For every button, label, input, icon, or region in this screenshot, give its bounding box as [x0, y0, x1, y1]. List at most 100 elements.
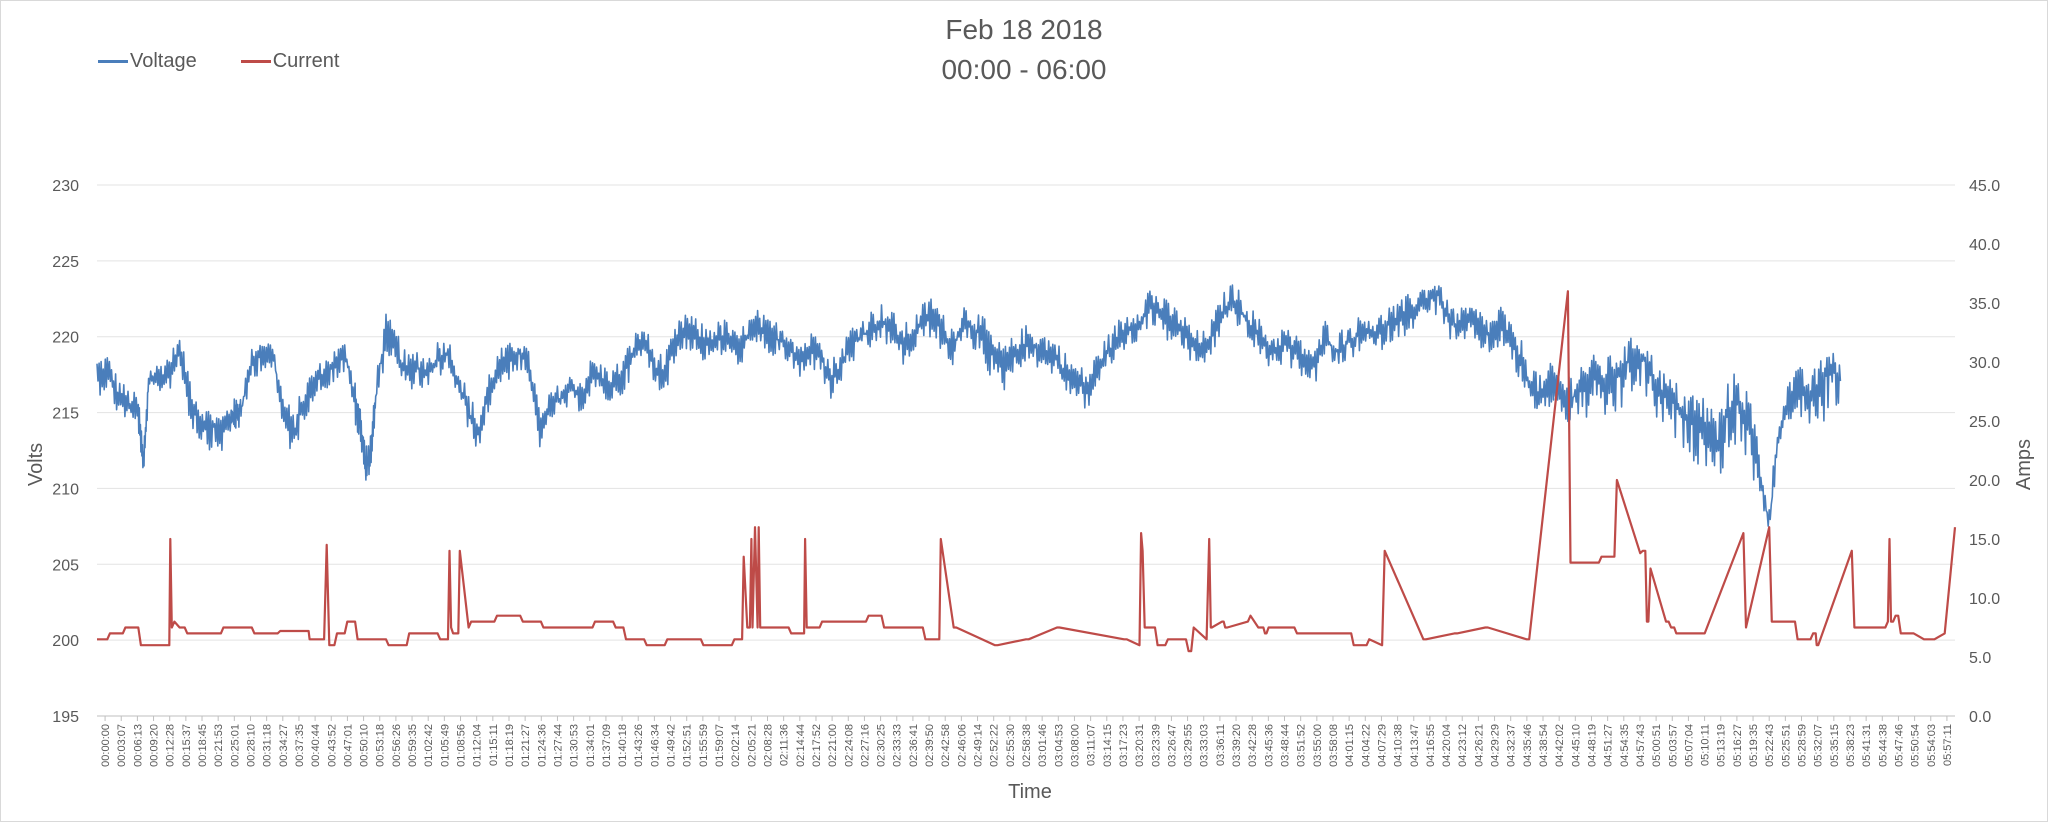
x-tick-label: 03:17:23 [1118, 724, 1130, 767]
x-tick-label: 00:34:27 [278, 724, 290, 767]
x-tick-label: 03:33:03 [1199, 724, 1211, 767]
x-tick-label: 01:15:11 [488, 724, 500, 766]
x-tick-label: 05:54:03 [1926, 724, 1938, 767]
x-tick-label: 00:03:07 [116, 724, 128, 767]
chart-legend: Voltage Current [98, 50, 339, 73]
gridlines [97, 184, 1955, 717]
x-tick-label: 02:58:38 [1021, 724, 1033, 767]
x-tick-label: 01:18:19 [504, 724, 516, 767]
x-tick-label: 01:12:04 [472, 724, 484, 767]
x-tick-label: 01:59:07 [714, 724, 726, 767]
x-tick-label: 03:11:07 [1086, 724, 1098, 766]
y-axis-left: 195 200 205 210 215 220 225 230 [52, 178, 79, 726]
y2-tick-label: 30.0 [1969, 355, 2000, 372]
y2-tick-label: 5.0 [1969, 650, 1991, 667]
x-tick-label: 04:48:19 [1586, 724, 1598, 767]
x-tick-label: 05:57:11 [1942, 724, 1954, 766]
y2-tick-label: 20.0 [1969, 473, 2000, 490]
x-tick-label: 03:08:00 [1069, 724, 1081, 767]
x-tick-label: 01:55:59 [698, 724, 710, 767]
x-tick-label: 05:35:15 [1829, 724, 1841, 767]
x-tick-label: 03:36:11 [1215, 724, 1227, 766]
legend-swatch-voltage [98, 60, 128, 63]
x-tick-label: 01:21:27 [520, 724, 532, 767]
x-axis: 00:00:00 00:03:07 00:06:13 00:09:20 00:12:28… [100, 716, 1954, 767]
x-tick-label: 05:44:38 [1877, 724, 1889, 767]
x-tick-label: 05:47:46 [1893, 724, 1905, 767]
series-line-current [97, 290, 1957, 653]
x-tick-label: 04:32:37 [1506, 724, 1518, 767]
y2-tick-label: 45.0 [1969, 178, 2000, 195]
x-tick-label: 03:51:52 [1296, 724, 1308, 767]
x-tick-label: 03:55:00 [1312, 724, 1324, 767]
x-tick-label: 00:37:35 [294, 724, 306, 767]
legend-label-voltage: Voltage [130, 50, 197, 72]
x-tick-label: 02:49:14 [973, 724, 985, 767]
y-tick-label: 230 [52, 178, 79, 195]
y-tick-label: 225 [52, 254, 79, 271]
x-tick-label: 00:09:20 [149, 724, 161, 767]
y2-tick-label: 15.0 [1969, 532, 2000, 549]
x-tick-label: 04:26:21 [1473, 724, 1485, 767]
x-tick-label: 05:50:54 [1910, 724, 1922, 767]
y-tick-label: 215 [52, 406, 79, 423]
x-tick-label: 05:13:19 [1716, 724, 1728, 767]
y-tick-label: 205 [52, 557, 79, 574]
x-tick-label: 01:34:01 [585, 724, 597, 767]
x-tick-label: 03:29:55 [1183, 724, 1195, 767]
x-tick-label: 02:02:14 [730, 724, 742, 767]
y-tick-label: 200 [52, 633, 79, 650]
x-tick-label: 01:08:56 [456, 724, 468, 767]
y-tick-label: 220 [52, 330, 79, 347]
x-axis-title: Time [1008, 781, 1052, 803]
x-tick-label: 05:32:07 [1813, 724, 1825, 767]
x-tick-label: 00:53:18 [375, 724, 387, 767]
x-tick-label: 05:16:27 [1732, 724, 1744, 767]
x-tick-label: 03:23:39 [1150, 724, 1162, 767]
x-tick-label: 02:36:41 [908, 724, 920, 767]
x-tick-label: 00:50:10 [359, 724, 371, 767]
x-tick-label: 00:56:26 [391, 724, 403, 767]
x-tick-label: 00:06:13 [132, 724, 144, 767]
y2-tick-label: 35.0 [1969, 296, 2000, 313]
x-tick-label: 03:01:46 [1037, 724, 1049, 767]
x-tick-label: 00:40:44 [310, 724, 322, 767]
x-tick-label: 05:28:59 [1797, 724, 1809, 767]
x-tick-label: 01:46:34 [649, 724, 661, 767]
legend-item-current: Current [240, 50, 340, 73]
x-tick-label: 03:42:28 [1247, 724, 1259, 767]
x-tick-label: 04:20:04 [1441, 724, 1453, 767]
y-tick-label: 195 [52, 709, 79, 726]
x-tick-label: 01:52:51 [682, 724, 694, 767]
legend-label-current: Current [272, 50, 340, 72]
x-tick-label: 00:25:01 [229, 724, 241, 767]
x-tick-label: 04:07:29 [1376, 724, 1388, 767]
x-tick-label: 05:25:51 [1780, 724, 1792, 767]
x-tick-label: 00:12:28 [165, 724, 177, 767]
x-tick-label: 04:01:15 [1344, 724, 1356, 767]
x-tick-label: 03:20:31 [1134, 724, 1146, 767]
x-tick-label: 02:21:00 [827, 724, 839, 767]
x-tick-label: 04:35:46 [1522, 724, 1534, 767]
x-tick-label: 00:21:53 [213, 724, 225, 767]
y2-tick-label: 25.0 [1969, 414, 2000, 431]
x-tick-label: 02:11:36 [779, 724, 791, 766]
x-tick-label: 02:14:44 [795, 724, 807, 767]
x-tick-label: 05:19:35 [1748, 724, 1760, 767]
x-tick-label: 04:16:55 [1425, 724, 1437, 767]
x-tick-label: 00:15:37 [181, 724, 193, 767]
y2-tick-label: 40.0 [1969, 237, 2000, 254]
x-tick-label: 01:49:42 [666, 724, 678, 767]
y-tick-label: 210 [52, 481, 79, 498]
series-lines [96, 284, 1957, 653]
x-tick-label: 04:45:10 [1570, 724, 1582, 767]
x-tick-label: 04:38:54 [1538, 724, 1550, 767]
x-tick-label: 03:48:44 [1280, 724, 1292, 767]
y-axis-right: 0.0 5.0 10.0 15.0 20.0 25.0 30.0 35.0 40.0 45.0 [1969, 178, 2000, 726]
x-tick-label: 02:17:52 [811, 724, 823, 767]
x-tick-label: 00:28:10 [245, 724, 257, 767]
x-tick-label: 04:23:12 [1457, 724, 1469, 767]
x-tick-label: 03:26:47 [1166, 724, 1178, 767]
x-tick-label: 04:29:29 [1490, 724, 1502, 767]
x-tick-label: 05:41:31 [1861, 724, 1873, 767]
